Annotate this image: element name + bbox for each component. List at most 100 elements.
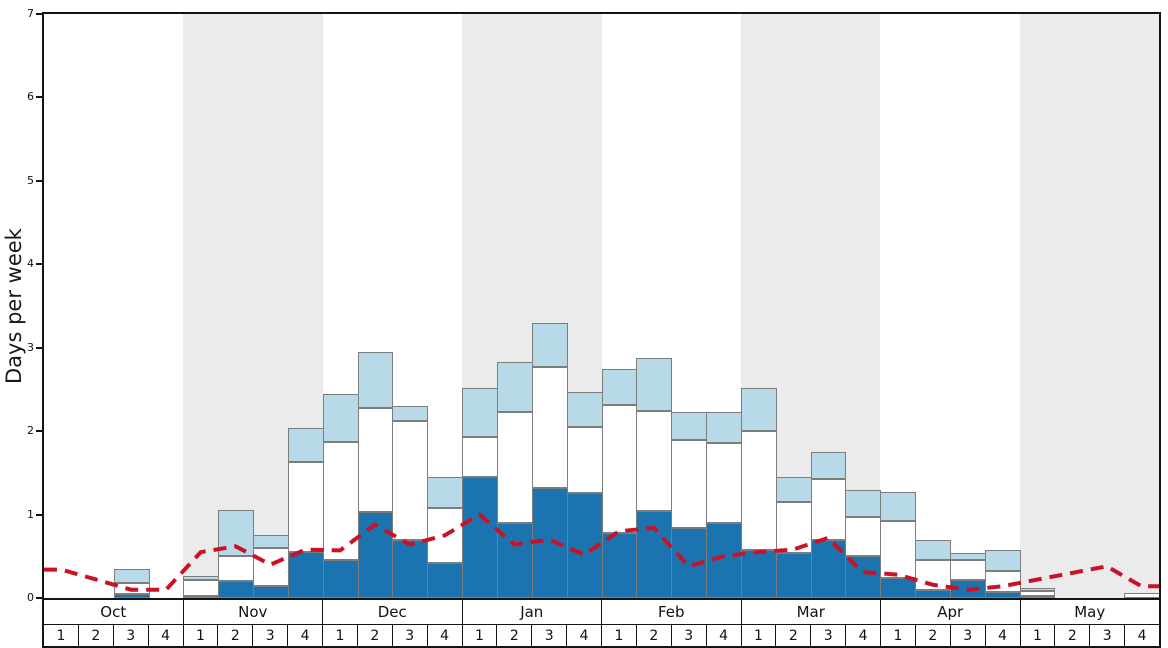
y-tick-label-5: 5 bbox=[27, 173, 34, 187]
y-tick-mark-1 bbox=[36, 513, 42, 516]
bar-segment-series-white-week-16 bbox=[566, 426, 603, 493]
bar-segment-series-light-blue-week-28 bbox=[984, 550, 1021, 572]
week-label-jan-4: 4 bbox=[566, 625, 601, 646]
bar-segment-series-light-blue-week-7 bbox=[253, 535, 289, 548]
bar-segment-series-light-blue-week-22 bbox=[775, 477, 812, 503]
bar-segment-series-dark-blue-week-19 bbox=[671, 527, 708, 598]
bar-segment-series-white-week-21 bbox=[740, 431, 777, 550]
week-label-feb-4: 4 bbox=[705, 625, 741, 646]
week-label-mar-1: 1 bbox=[740, 625, 776, 646]
week-label-apr-2: 2 bbox=[914, 625, 950, 646]
bar-segment-series-white-week-27 bbox=[949, 559, 986, 580]
bar-segment-series-white-week-22 bbox=[775, 502, 812, 553]
bar-segment-series-light-blue-week-20 bbox=[706, 411, 742, 443]
month-label-oct: Oct bbox=[44, 600, 183, 624]
bar-segment-series-light-blue-week-3 bbox=[113, 568, 150, 583]
bar-segment-series-light-blue-week-23 bbox=[810, 452, 847, 479]
bar-segment-series-dark-blue-week-25 bbox=[880, 577, 917, 598]
y-tick-mark-0 bbox=[36, 597, 42, 599]
y-tick-mark-4 bbox=[36, 263, 42, 266]
week-label-dec-1: 1 bbox=[322, 625, 357, 646]
bar-segment-series-dark-blue-week-14 bbox=[496, 522, 533, 598]
week-label-dec-4: 4 bbox=[426, 625, 462, 646]
week-label-oct-3: 3 bbox=[112, 625, 148, 646]
week-label-oct-2: 2 bbox=[77, 625, 113, 646]
week-label-jan-1: 1 bbox=[461, 625, 497, 646]
bar-segment-series-white-week-8 bbox=[287, 462, 324, 553]
bar-segment-series-white-week-14 bbox=[496, 411, 533, 523]
bar-segment-series-white-week-9 bbox=[322, 442, 359, 560]
bar-segment-series-dark-blue-week-3 bbox=[113, 593, 150, 598]
bar-segment-series-white-week-15 bbox=[531, 366, 568, 488]
month-label-mar: Mar bbox=[740, 600, 880, 624]
bar-segment-series-dark-blue-week-24 bbox=[845, 556, 882, 598]
bar-segment-series-light-blue-week-17 bbox=[601, 368, 638, 406]
bar-segment-series-dark-blue-week-29 bbox=[1019, 596, 1056, 598]
week-label-nov-1: 1 bbox=[182, 625, 218, 646]
month-label-nov: Nov bbox=[182, 600, 322, 624]
bar-segment-series-white-week-20 bbox=[706, 442, 742, 523]
y-tick-mark-3 bbox=[36, 346, 42, 349]
y-tick-label-6: 6 bbox=[27, 90, 34, 104]
bar-segment-series-white-week-32 bbox=[1124, 593, 1159, 598]
bar-segment-series-dark-blue-week-21 bbox=[740, 549, 777, 598]
bar-segment-series-dark-blue-week-26 bbox=[915, 589, 951, 598]
bar-segment-series-light-blue-week-27 bbox=[949, 552, 986, 560]
month-axis: Oct Nov Dec Jan Feb Mar Apr May bbox=[42, 600, 1161, 624]
bar-segment-series-white-week-3 bbox=[113, 583, 150, 594]
bar-segment-series-light-blue-week-11 bbox=[392, 406, 429, 422]
bar-segment-series-white-week-25 bbox=[880, 521, 917, 578]
bar-segment-series-dark-blue-week-28 bbox=[984, 592, 1021, 598]
week-label-oct-4: 4 bbox=[147, 625, 183, 646]
bar-segment-series-dark-blue-week-6 bbox=[218, 581, 255, 598]
bar-segment-series-dark-blue-week-9 bbox=[322, 559, 359, 598]
week-label-may-1: 1 bbox=[1019, 625, 1055, 646]
bar-segment-series-dark-blue-week-11 bbox=[392, 539, 429, 598]
week-label-dec-3: 3 bbox=[391, 625, 427, 646]
bar-segment-series-dark-blue-week-10 bbox=[357, 512, 394, 598]
month-band-may bbox=[1019, 14, 1159, 598]
bar-segment-series-light-blue-week-29 bbox=[1019, 588, 1056, 592]
plot-area bbox=[42, 12, 1161, 600]
bar-segment-series-light-blue-week-13 bbox=[462, 387, 498, 437]
bar-segment-series-white-week-12 bbox=[427, 507, 464, 563]
bar-segment-series-dark-blue-week-13 bbox=[462, 477, 498, 598]
bar-segment-series-dark-blue-week-15 bbox=[531, 487, 568, 598]
bar-segment-series-white-week-18 bbox=[636, 411, 673, 512]
y-tick-label-4: 4 bbox=[27, 257, 34, 271]
bar-segment-series-white-week-26 bbox=[915, 559, 951, 590]
week-label-apr-3: 3 bbox=[949, 625, 985, 646]
y-tick-mark-6 bbox=[36, 96, 42, 99]
week-label-may-2: 2 bbox=[1054, 625, 1090, 646]
bar-segment-series-light-blue-week-14 bbox=[496, 361, 533, 412]
bar-segment-series-white-week-10 bbox=[357, 407, 394, 513]
bar-segment-series-dark-blue-week-12 bbox=[427, 562, 464, 598]
bar-segment-series-light-blue-week-5 bbox=[183, 575, 220, 580]
month-label-jan: Jan bbox=[461, 600, 601, 624]
month-label-feb: Feb bbox=[601, 600, 741, 624]
week-label-may-3: 3 bbox=[1089, 625, 1125, 646]
week-label-nov-4: 4 bbox=[287, 625, 322, 646]
bar-segment-series-light-blue-week-6 bbox=[218, 510, 255, 557]
week-label-feb-2: 2 bbox=[635, 625, 671, 646]
bar-segment-series-dark-blue-week-20 bbox=[706, 522, 742, 598]
week-label-dec-2: 2 bbox=[356, 625, 392, 646]
week-label-feb-3: 3 bbox=[670, 625, 706, 646]
bar-segment-series-white-week-7 bbox=[253, 547, 289, 586]
bar-segment-series-light-blue-week-25 bbox=[880, 492, 917, 522]
bar-segment-series-light-blue-week-12 bbox=[427, 477, 464, 508]
week-label-may-4: 4 bbox=[1124, 625, 1159, 646]
bar-segment-series-dark-blue-week-7 bbox=[253, 585, 289, 598]
y-tick-label-0: 0 bbox=[27, 591, 34, 604]
bar-segment-series-light-blue-week-10 bbox=[357, 351, 394, 408]
week-label-apr-1: 1 bbox=[880, 625, 915, 646]
y-tick-label-3: 3 bbox=[27, 340, 34, 354]
month-label-apr: Apr bbox=[880, 600, 1020, 624]
bar-segment-series-white-week-11 bbox=[392, 421, 429, 540]
bar-segment-series-light-blue-week-26 bbox=[915, 539, 951, 560]
bar-segment-series-white-week-19 bbox=[671, 440, 708, 528]
bar-segment-series-light-blue-week-16 bbox=[566, 391, 603, 427]
bar-segment-series-white-week-17 bbox=[601, 405, 638, 533]
